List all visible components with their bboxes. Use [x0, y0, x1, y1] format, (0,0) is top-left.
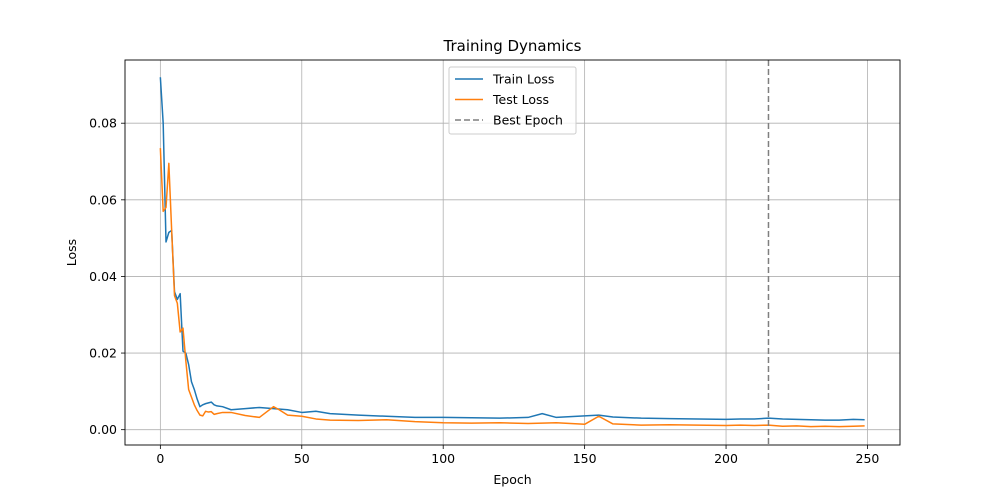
ticks: 0 50 100 150 200 250 0.00 0.02 0.04 0.06 0.08 — [89, 116, 879, 466]
legend-label-best-epoch: Best Epoch — [493, 113, 563, 128]
x-tick-label: 250 — [856, 451, 880, 466]
axes — [124, 59, 901, 446]
x-tick-label: 100 — [431, 451, 455, 466]
legend-label-test: Test Loss — [492, 92, 549, 107]
y-tick-label: 0.04 — [89, 269, 117, 284]
y-tick-label: 0.02 — [89, 346, 117, 361]
test-loss-line — [159, 148, 865, 428]
legend-box — [448, 66, 577, 135]
x-tick-label: 50 — [294, 451, 310, 466]
train-loss-line — [159, 77, 865, 421]
x-tick-label: 0 — [156, 451, 164, 466]
series-layer — [159, 60, 865, 445]
x-tick-label: 150 — [573, 451, 597, 466]
grid — [125, 60, 900, 445]
plot-frame — [124, 59, 901, 446]
x-axis-label: Epoch — [493, 472, 531, 487]
x-tick-label: 200 — [714, 451, 738, 466]
legend-label-train: Train Loss — [492, 72, 554, 87]
y-tick-label: 0.08 — [89, 116, 117, 131]
y-axis-label: Loss — [64, 239, 79, 266]
y-tick-label: 0.06 — [89, 192, 117, 207]
legend: Train Loss Test Loss Best Epoch — [448, 66, 577, 135]
y-tick-label: 0.00 — [89, 422, 117, 437]
chart-title: Training Dynamics — [443, 37, 582, 55]
